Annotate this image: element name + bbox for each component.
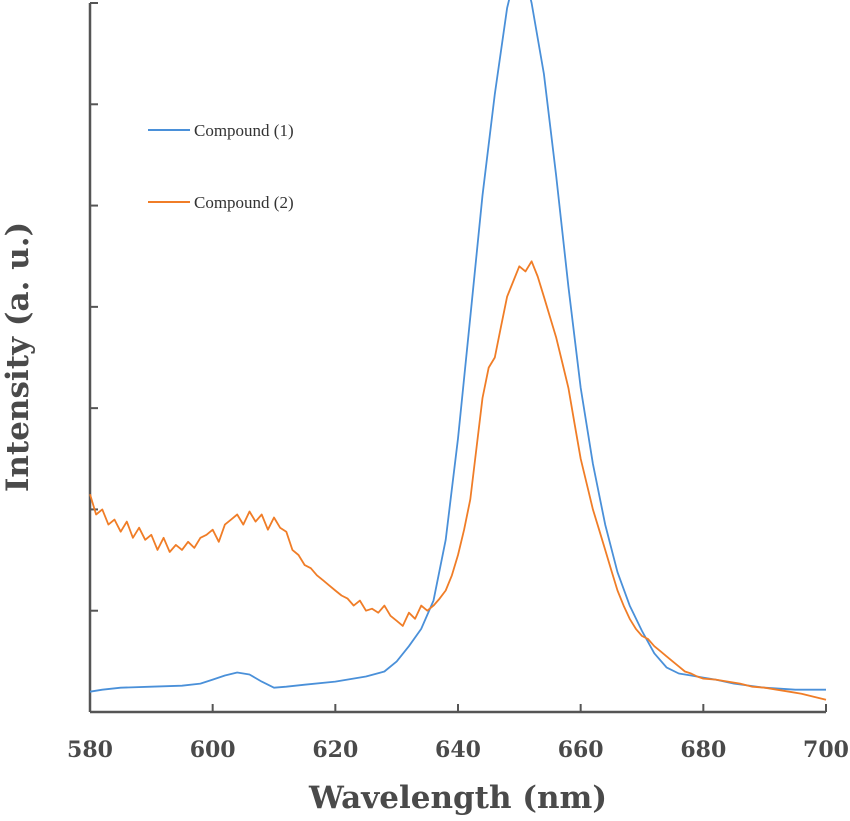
legend: Compound (1) Compound (2)	[148, 121, 294, 212]
x-tick-label-700: 700	[803, 737, 849, 763]
y-axis-title: Intensity (a. u.)	[0, 222, 36, 492]
series-group	[89, 0, 827, 701]
x-tick-label-600: 600	[190, 737, 236, 763]
x-tick-label-640: 640	[435, 737, 481, 763]
series-line-compound-1	[89, 0, 826, 693]
x-tick-label-620: 620	[312, 737, 358, 763]
x-tick-label-680: 680	[680, 737, 726, 763]
x-ticks: 580 600 620 640 660 680 700	[67, 704, 849, 763]
x-tick-label-580: 580	[67, 737, 113, 763]
legend-label-compound-1: Compound (1)	[194, 121, 294, 140]
axes	[88, 3, 826, 714]
x-tick-label-660: 660	[558, 737, 604, 763]
series-line-compound-2	[89, 260, 827, 701]
x-axis-title: Wavelength (nm)	[308, 780, 607, 816]
legend-label-compound-2: Compound (2)	[194, 193, 294, 212]
